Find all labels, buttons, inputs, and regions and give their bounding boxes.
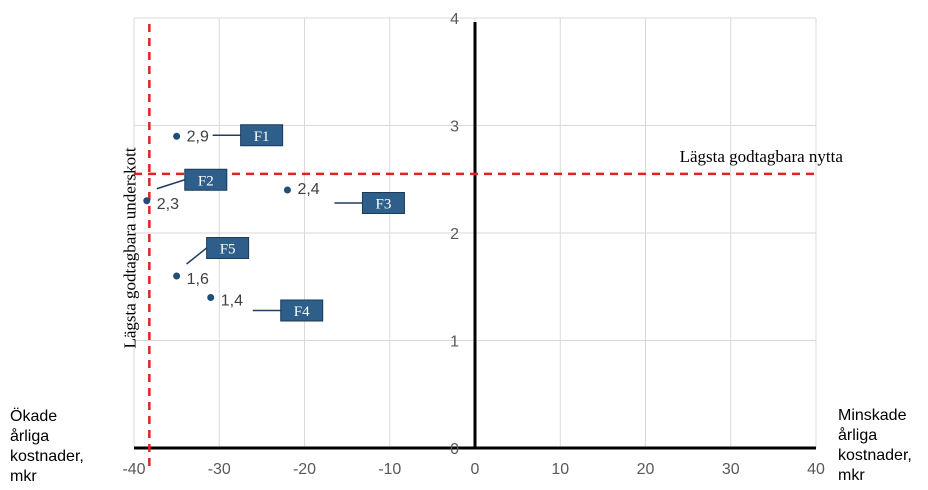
x-tick-label: -10 bbox=[378, 461, 401, 478]
x-axis-left-side-label: Ökade årliga kostnader, mkr bbox=[10, 408, 84, 485]
point-tag-box bbox=[184, 168, 228, 191]
y-tick-label: 3 bbox=[450, 119, 459, 136]
data-point-f5 bbox=[173, 272, 181, 280]
point-tag-label: F1 bbox=[254, 129, 270, 145]
data-value-label: 2,4 bbox=[297, 181, 319, 198]
ref-line-horizontal-label: Lägsta godtagbara nytta bbox=[680, 147, 844, 166]
axes bbox=[134, 22, 816, 450]
x-tick-label: -40 bbox=[122, 461, 145, 478]
tag-connector bbox=[186, 247, 208, 265]
point-tag-box bbox=[206, 237, 250, 259]
x-tick-label: 40 bbox=[807, 461, 825, 478]
x-tick-label: -30 bbox=[208, 461, 231, 478]
x-tick-label: -20 bbox=[293, 461, 316, 478]
x-tick-label: 10 bbox=[551, 461, 569, 478]
point-tags: F1 F2 F3 F4 F5 bbox=[184, 124, 405, 322]
data-points: 2,9 2,3 2,4 1,4 1,6 bbox=[143, 128, 320, 310]
data-point-f2 bbox=[143, 197, 151, 205]
data-value-label: 1,4 bbox=[221, 293, 243, 310]
y-tick-label: 1 bbox=[450, 334, 459, 351]
ref-line-vertical-label: Lägsta godtagbara underskott bbox=[120, 147, 139, 348]
tag-connectors bbox=[156, 134, 363, 312]
point-tag-label: F5 bbox=[220, 242, 236, 258]
point-tag-label: F3 bbox=[376, 197, 392, 213]
y-tick-label: 4 bbox=[450, 11, 459, 28]
x-axis-right-side-label: Minskade årliga kostnader, mkr bbox=[838, 407, 912, 484]
y-tick-label: 0 bbox=[450, 441, 459, 458]
point-tag-label: F4 bbox=[294, 304, 310, 320]
data-value-label: 2,3 bbox=[157, 196, 179, 213]
reference-lines: Lägsta godtagbara nytta Lägsta godtagbara… bbox=[120, 24, 843, 466]
data-value-label: 1,6 bbox=[187, 271, 209, 288]
point-tag-box bbox=[280, 299, 324, 322]
point-tag-box bbox=[240, 124, 284, 147]
x-tick-label: 30 bbox=[722, 461, 740, 478]
point-tag-box bbox=[361, 192, 405, 214]
tag-connector bbox=[156, 179, 186, 190]
data-point-f1 bbox=[173, 132, 181, 140]
data-value-label: 2,9 bbox=[187, 128, 209, 145]
data-point-f4 bbox=[207, 294, 215, 301]
y-tick-label: 2 bbox=[450, 226, 459, 243]
data-point-f3 bbox=[283, 186, 291, 194]
x-tick-label: 0 bbox=[471, 461, 480, 478]
point-tag-label: F2 bbox=[198, 173, 214, 189]
tick-labels: -40 -30 -20 -10 0 10 20 30 40 0 1 2 3 4 bbox=[122, 11, 825, 478]
x-tick-label: 20 bbox=[637, 461, 655, 478]
